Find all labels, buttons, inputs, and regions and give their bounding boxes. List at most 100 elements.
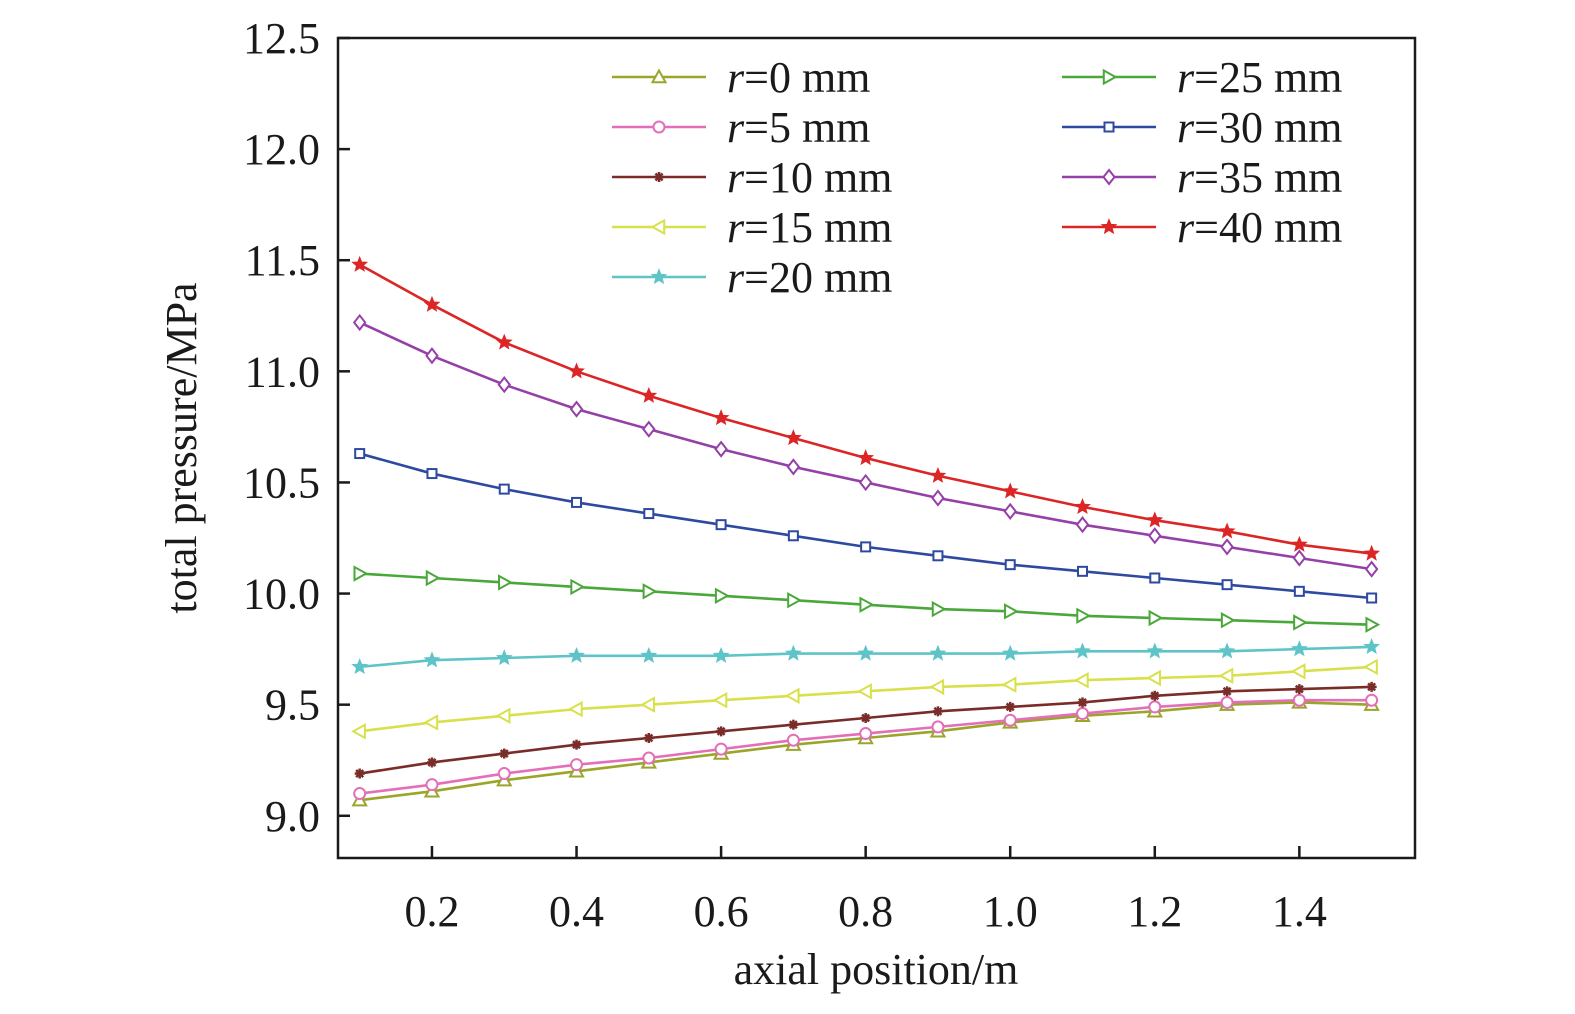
data-point <box>1365 616 1381 633</box>
data-point <box>643 733 654 743</box>
x-tick-label: 0.6 <box>694 887 749 936</box>
data-point <box>497 767 511 781</box>
legend-label: r=35 mm <box>1177 153 1342 202</box>
legend-marker <box>1102 68 1118 86</box>
data-point <box>1149 690 1160 701</box>
legend: r=0 mmr=5 mmr=10 mmr=15 mmr=20 mm r=25 mm… <box>612 53 1342 302</box>
series-line <box>359 572 1372 626</box>
data-point <box>570 758 584 772</box>
legend-item: r=25 mm <box>1062 53 1342 102</box>
data-point <box>786 458 801 476</box>
data-point <box>351 255 369 272</box>
data-point <box>640 386 658 403</box>
data-point <box>787 530 799 542</box>
data-point <box>1293 585 1305 597</box>
data-point <box>932 706 943 717</box>
legend-label: r=10 mm <box>727 153 892 202</box>
series-6 <box>354 448 1378 604</box>
y-axis-label: total pressure/MPa <box>157 282 206 613</box>
data-point <box>1290 640 1308 657</box>
x-tick-label: 0.2 <box>404 887 459 936</box>
data-point <box>715 519 727 531</box>
data-point <box>1366 592 1378 604</box>
data-point <box>568 646 585 663</box>
data-point <box>1148 700 1162 714</box>
data-point <box>495 333 513 350</box>
legend-item: r=40 mm <box>1062 203 1342 252</box>
data-point <box>351 723 366 740</box>
x-tick-label: 1.4 <box>1272 887 1327 936</box>
legend-label: r=25 mm <box>1177 53 1342 102</box>
data-point <box>1004 559 1016 571</box>
data-point <box>1076 707 1090 721</box>
y-tick-label: 11.0 <box>245 347 320 396</box>
series-2 <box>354 681 1377 779</box>
data-point <box>498 483 510 495</box>
data-point <box>1222 686 1233 697</box>
data-point <box>571 496 583 508</box>
legend-label: r=5 mm <box>727 103 870 152</box>
legend-item: r=15 mm <box>612 203 892 252</box>
data-point <box>784 429 802 446</box>
y-tick-label: 12.0 <box>243 125 320 174</box>
data-point <box>1076 607 1092 624</box>
legend-marker <box>650 68 668 84</box>
y-tick-label: 9.0 <box>265 792 320 841</box>
series-3 <box>351 658 1378 740</box>
data-point <box>1075 516 1090 534</box>
data-point <box>784 644 802 661</box>
data-point <box>788 719 799 730</box>
data-point <box>571 739 582 750</box>
data-point <box>497 376 512 394</box>
data-point <box>1292 693 1306 707</box>
data-point <box>354 448 366 460</box>
data-point <box>1148 609 1164 627</box>
data-point <box>1218 667 1234 684</box>
data-point <box>1220 612 1236 629</box>
data-point <box>712 692 728 709</box>
data-point <box>1294 684 1305 695</box>
data-point <box>568 362 585 379</box>
series-1 <box>353 693 1379 801</box>
data-point <box>931 720 945 734</box>
data-point <box>642 583 658 600</box>
data-point <box>423 295 441 312</box>
data-point <box>1146 669 1161 687</box>
data-point <box>1149 572 1161 584</box>
x-axis: 0.2 0.4 0.6 0.8 1.0 1.2 1.4 <box>404 846 1327 936</box>
data-point <box>857 644 875 661</box>
legend-marker <box>652 120 666 134</box>
data-point <box>716 726 727 737</box>
series-8 <box>351 255 1381 561</box>
data-point <box>931 600 947 618</box>
series-layer <box>351 255 1381 807</box>
data-point <box>1220 538 1234 556</box>
data-point <box>712 646 730 663</box>
data-point <box>1293 614 1308 631</box>
series-line <box>359 321 1372 571</box>
data-point <box>426 757 437 768</box>
data-point <box>1001 482 1019 499</box>
legend-item: r=10 mm <box>612 153 892 202</box>
data-point <box>1146 511 1164 528</box>
legend-item: r=0 mm <box>612 53 870 102</box>
legend-label: r=15 mm <box>727 203 892 252</box>
data-point <box>932 550 944 562</box>
data-point <box>1001 676 1017 693</box>
data-point <box>929 466 947 483</box>
data-point <box>425 569 441 587</box>
data-point <box>1290 663 1306 680</box>
data-point <box>931 489 945 507</box>
legend-marker <box>1102 168 1116 186</box>
legend-marker <box>1100 218 1118 235</box>
data-point <box>1220 695 1234 709</box>
data-point <box>1074 642 1091 659</box>
data-point <box>929 644 947 661</box>
series-line <box>359 263 1372 555</box>
data-point <box>714 587 730 604</box>
x-tick-label: 1.2 <box>1127 887 1182 936</box>
data-point <box>1005 701 1016 712</box>
data-point <box>1077 697 1088 708</box>
data-point <box>1073 672 1089 689</box>
y-tick-label: 12.5 <box>243 14 320 63</box>
